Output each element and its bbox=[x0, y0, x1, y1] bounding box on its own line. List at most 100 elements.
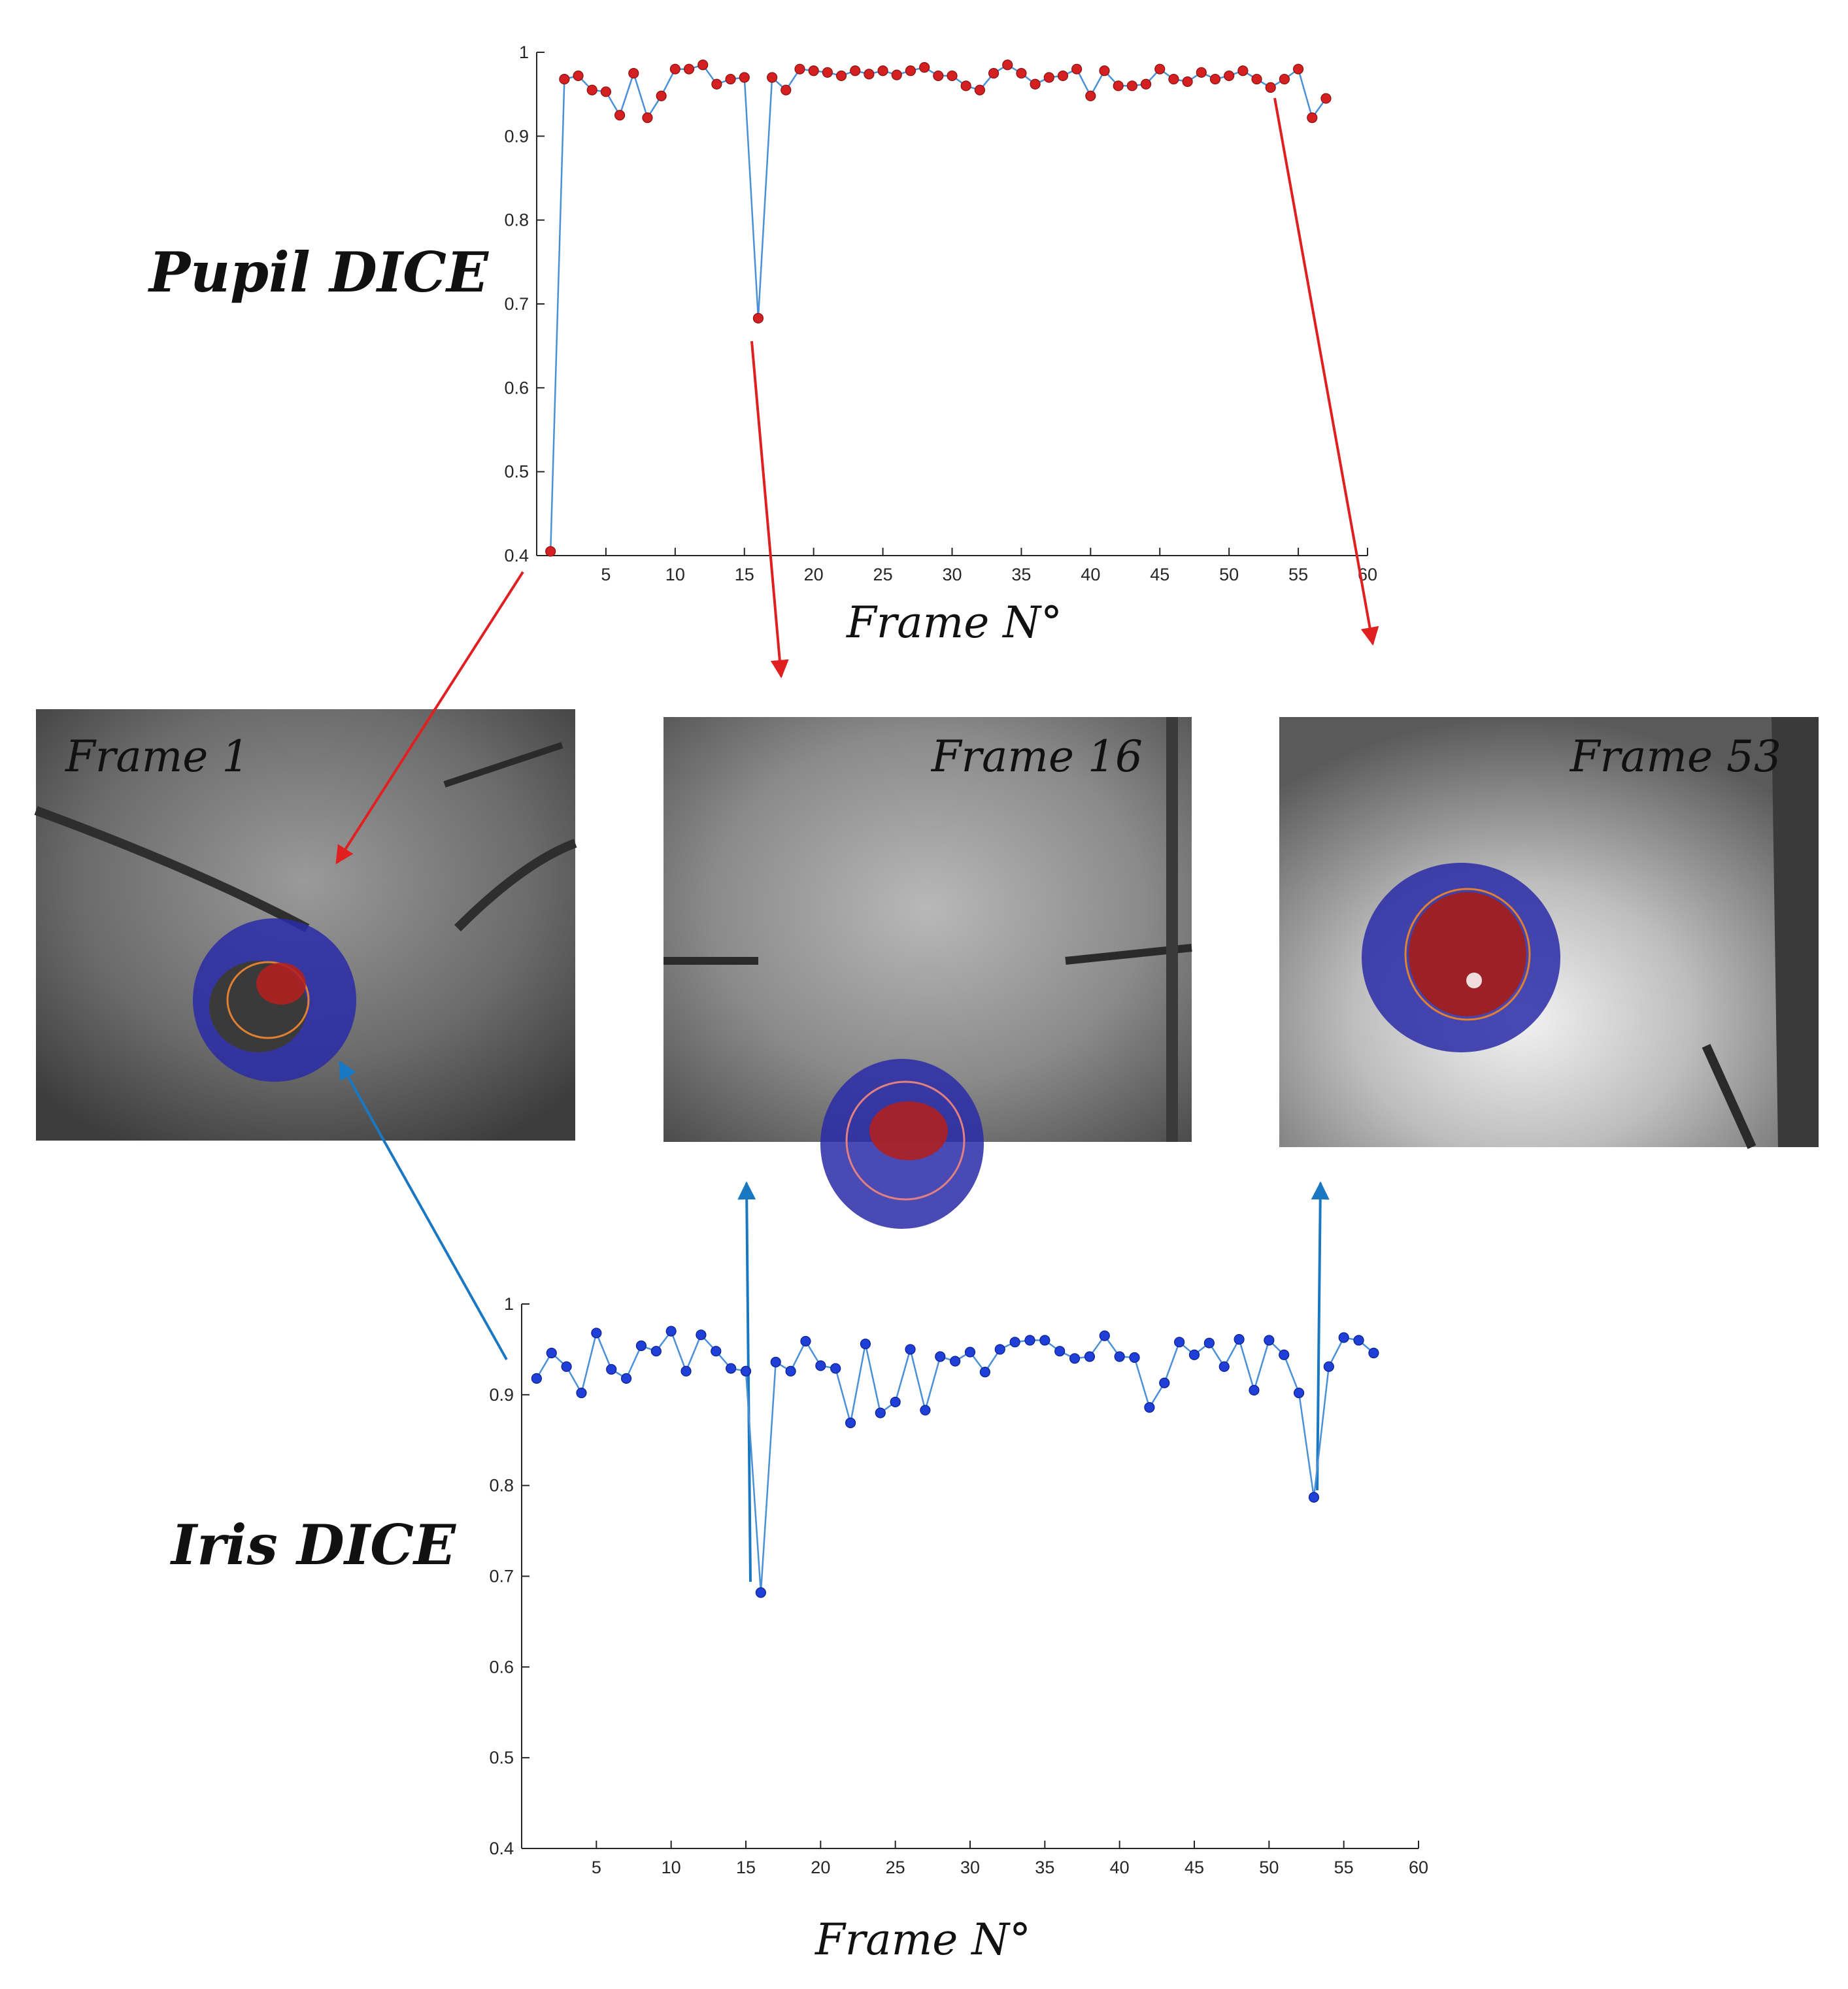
pupil-overlay bbox=[256, 963, 306, 1005]
top-data-point bbox=[1168, 73, 1179, 85]
y-tick-label: 0.9 bbox=[489, 1385, 514, 1405]
bot-data-point bbox=[979, 1367, 990, 1378]
top-data-point bbox=[697, 59, 709, 71]
y-tick-label: 0.7 bbox=[504, 294, 529, 314]
top-data-point bbox=[1279, 73, 1290, 85]
bot-data-point bbox=[1174, 1337, 1185, 1348]
bot-data-point bbox=[815, 1360, 826, 1371]
bot-data-point bbox=[1054, 1346, 1066, 1357]
x-tick-label: 45 bbox=[1150, 565, 1169, 584]
top-data-point bbox=[545, 546, 556, 557]
bot-data-point bbox=[1024, 1335, 1035, 1346]
top-data-point bbox=[1307, 112, 1318, 124]
bot-data-point bbox=[696, 1329, 707, 1341]
top-data-point bbox=[614, 110, 626, 121]
bot-data-point bbox=[1099, 1330, 1110, 1341]
bot-data-point bbox=[950, 1356, 961, 1367]
top-data-point bbox=[711, 78, 722, 90]
iris-dice-label: Iris DICE bbox=[170, 1513, 456, 1577]
pupil-series-line bbox=[549, 63, 1327, 552]
bot-data-point bbox=[1323, 1361, 1334, 1372]
x-tick-label: 30 bbox=[960, 1858, 980, 1877]
x-tick-label: 15 bbox=[735, 565, 754, 584]
bot-data-point bbox=[994, 1344, 1005, 1355]
bot-data-point bbox=[1039, 1335, 1050, 1346]
x-tick-label: 60 bbox=[1409, 1858, 1428, 1877]
bot-data-point bbox=[1249, 1384, 1260, 1396]
top-data-point bbox=[1320, 93, 1332, 104]
bot-data-point bbox=[800, 1335, 811, 1347]
iris-dice-chart: Iris DICE 0.4 0.5 0.6 0.7 0.8 0.9 1 5 10 15 20 25 3… bbox=[170, 1294, 1428, 1965]
top-data-point bbox=[947, 70, 958, 82]
bot-data-point bbox=[1084, 1351, 1096, 1362]
top-data-point bbox=[1030, 78, 1041, 90]
bot-data-point bbox=[1129, 1352, 1140, 1363]
top-data-point bbox=[974, 84, 985, 95]
x-tick-label: 50 bbox=[1219, 565, 1239, 584]
bot-data-point bbox=[620, 1373, 632, 1384]
top-data-point bbox=[1002, 59, 1013, 71]
bot-data-point bbox=[740, 1365, 752, 1377]
top-data-point bbox=[642, 112, 653, 124]
top-data-point bbox=[905, 65, 916, 76]
y-tick-label: 0.5 bbox=[489, 1748, 514, 1767]
top-data-point bbox=[988, 67, 1000, 79]
top-data-point bbox=[1071, 63, 1083, 75]
x-tick-label: 20 bbox=[811, 1858, 830, 1877]
top-data-point bbox=[600, 86, 612, 97]
pupil-contour bbox=[845, 1080, 966, 1201]
bot-data-point bbox=[711, 1346, 722, 1357]
frame-16-label: Frame 16 bbox=[931, 731, 1143, 782]
top-data-point bbox=[669, 63, 680, 75]
y-tick-label: 1 bbox=[504, 1294, 514, 1314]
y-tick-label: 0.4 bbox=[504, 546, 529, 565]
top-data-point bbox=[1126, 80, 1137, 92]
bot-data-point bbox=[1069, 1353, 1081, 1364]
iris-x-axis-label: Frame N° bbox=[815, 1914, 1031, 1965]
x-tick-label: 55 bbox=[1334, 1858, 1354, 1877]
x-tick-label: 30 bbox=[942, 565, 962, 584]
x-tick-label: 55 bbox=[1288, 565, 1308, 584]
frame-1-image: Frame 1 bbox=[34, 709, 577, 1141]
top-data-point bbox=[891, 69, 902, 80]
x-tick-label: 40 bbox=[1110, 1858, 1130, 1877]
top-data-point bbox=[933, 70, 944, 82]
bot-data-point bbox=[546, 1347, 557, 1359]
top-data-point bbox=[960, 80, 971, 92]
bot-data-point bbox=[561, 1361, 572, 1372]
top-data-point bbox=[1209, 73, 1221, 85]
top-data-point bbox=[1265, 82, 1276, 93]
bot-data-point bbox=[830, 1363, 841, 1374]
top-data-point bbox=[822, 67, 833, 78]
bot-data-point bbox=[905, 1344, 916, 1355]
x-tick-label: 25 bbox=[873, 565, 893, 584]
bot-data-point bbox=[875, 1407, 886, 1418]
x-tick-label: 45 bbox=[1184, 1858, 1204, 1877]
y-tick-label: 0.8 bbox=[489, 1476, 514, 1496]
bot-data-point bbox=[680, 1365, 692, 1377]
top-data-point bbox=[1182, 76, 1193, 88]
bot-data-point bbox=[576, 1387, 587, 1399]
pupil-dice-label: Pupil DICE bbox=[148, 240, 489, 305]
top-data-point bbox=[725, 73, 736, 85]
top-data-point bbox=[835, 70, 847, 82]
top-data-point bbox=[1237, 65, 1249, 76]
bot-data-point bbox=[1308, 1492, 1320, 1503]
x-tick-label: 5 bbox=[592, 1858, 601, 1877]
pupil-x-ticks: 5 10 15 20 25 30 35 40 45 50 55 60 bbox=[601, 548, 1377, 584]
x-tick-label: 10 bbox=[662, 1858, 681, 1877]
bot-data-point bbox=[1144, 1402, 1155, 1413]
blue-arrow-frame-1 bbox=[339, 1060, 508, 1360]
y-tick-label: 0.7 bbox=[489, 1567, 514, 1586]
top-data-point bbox=[683, 63, 695, 75]
bot-data-point bbox=[531, 1373, 542, 1384]
pupil-series-points bbox=[545, 59, 1332, 557]
bot-data-point bbox=[1203, 1337, 1215, 1348]
top-data-point bbox=[656, 90, 667, 101]
pupil-axes bbox=[536, 52, 1368, 556]
y-tick-label: 0.5 bbox=[504, 462, 529, 482]
bot-data-point bbox=[1279, 1349, 1290, 1360]
top-data-point bbox=[1057, 70, 1069, 82]
top-data-point bbox=[739, 72, 750, 83]
